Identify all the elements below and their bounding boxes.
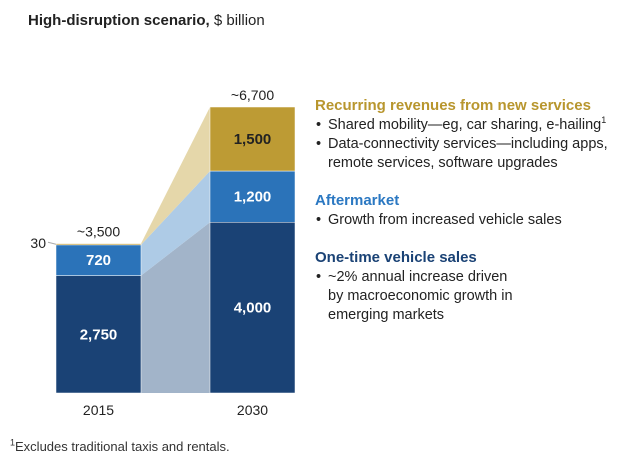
chart-title: High-disruption scenario, $ billion xyxy=(28,12,265,29)
value-label: 720 xyxy=(86,252,111,269)
bridge-1 xyxy=(141,171,210,276)
value-label: 1,500 xyxy=(234,131,272,148)
legend-bullet: Growth from increased vehicle sales xyxy=(315,211,620,230)
footnote-text: Excludes traditional taxis and rentals. xyxy=(15,439,230,454)
title-bold: High-disruption scenario, xyxy=(28,12,210,29)
bullet-text: Data-connectivity services—including app… xyxy=(328,136,608,171)
legend: Recurring revenues from new services Sha… xyxy=(315,96,620,339)
title-unit: $ billion xyxy=(209,12,265,29)
legend-heading: Recurring revenues from new services xyxy=(315,97,591,114)
total-label: ~6,700 xyxy=(231,87,274,103)
value-label: 2,750 xyxy=(80,326,118,343)
footnote: 1Excludes traditional taxis and rentals. xyxy=(10,437,230,454)
value-label: 4,000 xyxy=(234,300,272,317)
value-label: 1,200 xyxy=(234,189,272,206)
legend-group-recurring: Recurring revenues from new services Sha… xyxy=(315,96,615,173)
legend-group-aftermarket: Aftermarket Growth from increased vehicl… xyxy=(315,191,620,230)
bridge-2 xyxy=(141,107,210,245)
bar-segment-2015-1 xyxy=(55,244,142,276)
value-label: 30 xyxy=(30,235,46,251)
footnote-mark: 1 xyxy=(10,437,16,448)
bar-segment-2030-1 xyxy=(209,170,296,223)
bar-segment-2030-2 xyxy=(209,106,296,172)
bar-segment-2015-0 xyxy=(55,275,142,394)
x-tick-label: 2030 xyxy=(237,402,268,418)
legend-heading: One-time vehicle sales xyxy=(315,249,477,266)
bridge-0 xyxy=(141,222,210,393)
legend-group-vehicle-sales: One-time vehicle sales ~2% annual increa… xyxy=(315,248,525,325)
bullet-text: Shared mobility—eg, car sharing, e-haili… xyxy=(328,117,602,133)
bullet-text: ~2% annual increase driven by macroecono… xyxy=(328,269,513,323)
legend-bullet: Shared mobility—eg, car sharing, e-haili… xyxy=(315,116,615,135)
legend-bullet: Data-connectivity services—including app… xyxy=(315,135,615,173)
leader-line xyxy=(47,241,57,245)
legend-heading: Aftermarket xyxy=(315,192,400,209)
bullet-text: Growth from increased vehicle sales xyxy=(328,212,562,228)
bar-segment-2030-0 xyxy=(209,222,296,394)
x-tick-label: 2015 xyxy=(83,402,114,418)
total-label: ~3,500 xyxy=(77,224,120,240)
bar-segment-2015-2 xyxy=(55,243,142,246)
footnote-ref: 1 xyxy=(601,115,607,126)
legend-bullet: ~2% annual increase driven by macroecono… xyxy=(315,268,525,325)
